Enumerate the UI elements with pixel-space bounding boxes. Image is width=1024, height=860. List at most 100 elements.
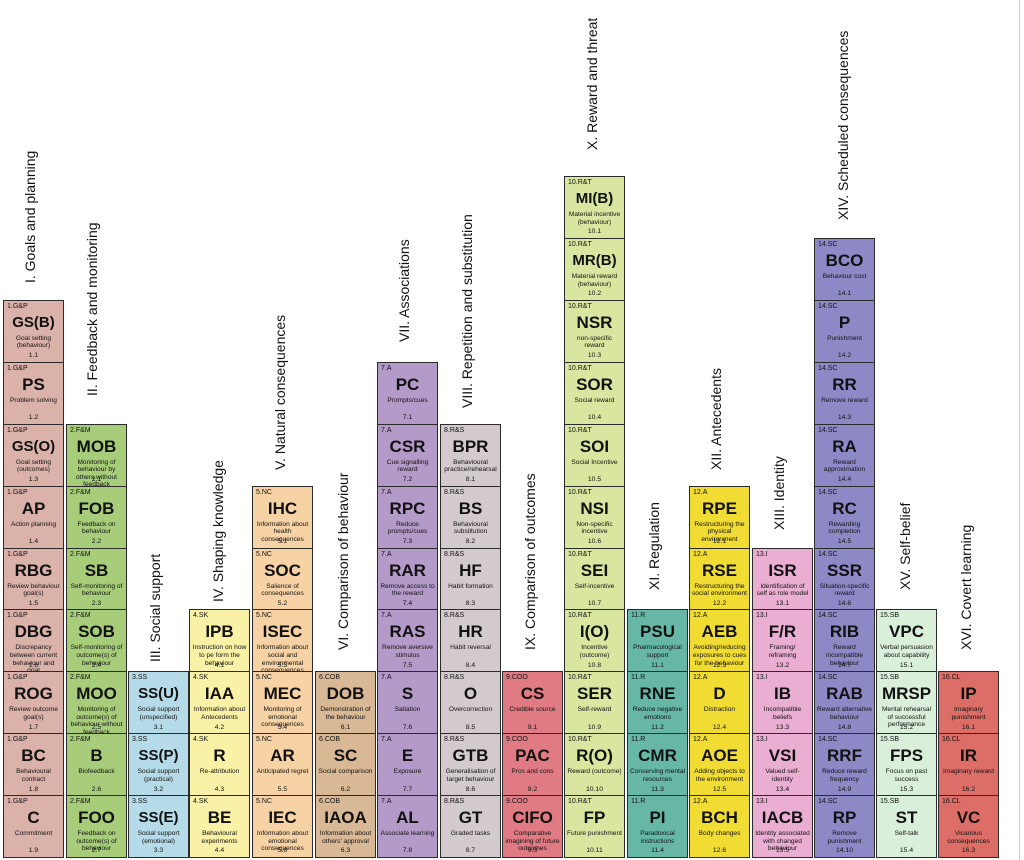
technique-cell[interactable]: 15.SB VPC Verbal persuasion about capabili… [876, 609, 937, 673]
technique-cell[interactable]: 14.SC RAB Reward alternative behaviour 14.8 [814, 671, 875, 735]
technique-cell[interactable]: 12.A D Distraction 12.4 [689, 671, 750, 735]
technique-cell[interactable]: 6.COB SC Social comparison 6.2 [315, 733, 376, 797]
technique-cell[interactable]: 14.SC P Punishment 14.2 [814, 299, 875, 364]
technique-cell[interactable]: 8.R&S BS Behavioural substitution 8.2 [440, 485, 501, 549]
technique-cell[interactable]: 14.SC RR Remove reward 14.3 [814, 361, 875, 426]
technique-cell[interactable]: 15.SB FPS Focus on past success 15.3 [876, 733, 937, 797]
technique-cell[interactable]: 5.NC ISEC Information about social and env… [252, 609, 313, 673]
technique-description: Valued self-identity [765, 768, 800, 783]
technique-cell[interactable]: 2.F&M MOB Monitoring of behaviour by other… [66, 423, 127, 488]
technique-cell[interactable]: 14.SC SSR Situation-specific reward 14.6 [814, 547, 875, 611]
technique-cell[interactable]: 10.R&T FP Future punishment 10.11 [564, 795, 625, 859]
technique-cell[interactable]: 13.I IB Incompatible beliefs 13.3 [752, 671, 813, 735]
technique-cell[interactable]: 4.SK R Re-attribution 4.3 [189, 733, 250, 797]
technique-cell[interactable]: 2.F&M B Biofeedback 2.6 [66, 733, 127, 797]
technique-cell[interactable]: 7.A PC Prompts/cues 7.1 [377, 361, 438, 426]
technique-cell[interactable]: 7.A CSR Cue signalling reward 7.2 [377, 423, 438, 488]
technique-cell[interactable]: 3.SS SS(P) Social support (practical) 3.2 [128, 733, 189, 797]
technique-cell[interactable]: 10.R&T NSR non-specific reward 10.3 [564, 299, 625, 364]
technique-cell[interactable]: 2.F&M FOO Feedback on outcome(s) of behavi… [66, 795, 127, 859]
technique-cell[interactable]: 2.F&M SOB Self-monitoring of outcome(s) of… [66, 609, 127, 673]
technique-cell[interactable]: 5.NC AR Anticipated regret 5.5 [252, 733, 313, 797]
technique-cell[interactable]: 2.F&M SB Self-monitoring of behaviour 2.3 [66, 547, 127, 611]
technique-cell[interactable]: 16.CL IR Imaginary reward 16.2 [938, 733, 999, 797]
technique-abbreviation: IAA [204, 684, 235, 704]
technique-cell[interactable]: 12.A AEB Avoiding/reducing exposures to cu… [689, 609, 750, 673]
technique-cell[interactable]: 13.I F/R Framing/ reframing 13.2 [752, 609, 813, 673]
technique-cell[interactable]: 7.A RAS Remove aversive stimulus 7.5 [377, 609, 438, 673]
technique-cell[interactable]: 4.SK IPB Instruction on how to pe form the… [189, 609, 250, 673]
technique-cell[interactable]: 14.SC RRF Reduce reward frequency 14.9 [814, 733, 875, 797]
technique-number: 3.1 [153, 723, 164, 731]
technique-cell[interactable]: 8.R&S GT Graded tasks 8.7 [440, 795, 501, 859]
technique-cell[interactable]: 8.R&S HR Habit reversal 8.4 [440, 609, 501, 673]
technique-cell[interactable]: 14.SC BCO Behaviour cost 14.1 [814, 238, 875, 302]
technique-cell[interactable]: 8.R&S GTB Generalisation of target behavio… [440, 733, 501, 797]
technique-cell[interactable]: 10.R&T SEI Self-incentive 10.7 [564, 547, 625, 611]
technique-cell[interactable]: 9.COO CIFO Comparative imagining of future… [502, 795, 563, 859]
technique-cell[interactable]: 5.NC IHC Information about health conseque… [252, 485, 313, 549]
technique-cell[interactable]: 16.CL VC Vicarious consequences 16.3 [938, 795, 999, 859]
technique-cell[interactable]: 11.R PSU Pharmacological support 11.1 [627, 609, 688, 673]
technique-cell[interactable]: 1.G&P PS Problem solving 1.2 [3, 361, 64, 426]
technique-cell[interactable]: 6.COB DOB Demonstration of the behaviour 6.… [315, 671, 376, 735]
technique-cell[interactable]: 9.COO CS Credible source 9.1 [502, 671, 563, 735]
technique-cell[interactable]: 7.A E Exposure 7.7 [377, 733, 438, 797]
technique-cell[interactable]: 13.I ISR Identification of self as role mo… [752, 547, 813, 611]
technique-cell[interactable]: 12.A BCH Body changes 12.6 [689, 795, 750, 859]
technique-cell[interactable]: 10.R&T MR(B) Material reward (behaviour) 10… [564, 238, 625, 302]
technique-cell[interactable]: 7.A RAR Remove access to the reward 7.4 [377, 547, 438, 611]
technique-cell[interactable]: 5.NC SOC Salience of consequences 5.2 [252, 547, 313, 611]
technique-cell[interactable]: 7.A AL Associate learning 7.8 [377, 795, 438, 859]
technique-cell[interactable]: 1.G&P RBG Review behaviour goal(s) 1.5 [3, 547, 64, 611]
technique-cell[interactable]: 1.G&P C Commitment 1.9 [3, 795, 64, 859]
technique-cell[interactable]: 7.A RPC Reduce prompts/cues 7.3 [377, 485, 438, 549]
technique-description: Behaviour cost [822, 273, 867, 280]
technique-cell[interactable]: 4.SK BE Behavioural experiments 4.4 [189, 795, 250, 859]
technique-cell[interactable]: 11.R CMR Conserving mental resources 11.3 [627, 733, 688, 797]
technique-cell[interactable]: 6.COB IAOA Information about others' appro… [315, 795, 376, 859]
technique-cell[interactable]: 14.SC RP Remove punishment 14.10 [814, 795, 875, 859]
technique-cell[interactable]: 9.COO PAC Pros and cons 9.2 [502, 733, 563, 797]
technique-cell[interactable]: 2.F&M FOB Feedback on behaviour 2.2 [66, 485, 127, 549]
technique-cell[interactable]: 5.NC IEC Information about emotional conse… [252, 795, 313, 859]
technique-cell[interactable]: 10.R&T SER Self-reward 10.9 [564, 671, 625, 735]
technique-cell[interactable]: 10.R&T NSI Non-specific incentive 10.6 [564, 485, 625, 549]
technique-cell[interactable]: 5.NC MEC Monitoring of emotional consequen… [252, 671, 313, 735]
technique-cell[interactable]: 8.R&S O Overcorrection 8.5 [440, 671, 501, 735]
technique-cell[interactable]: 13.I VSI Valued self-identity 13.4 [752, 733, 813, 797]
technique-cell[interactable]: 4.SK IAA Information about Antecedents 4.2 [189, 671, 250, 735]
technique-abbreviation: BE [207, 808, 232, 828]
technique-cell[interactable]: 10.R&T R(O) Reward (outcome) 10.10 [564, 733, 625, 797]
technique-code: 3.SS [132, 736, 148, 744]
technique-cell[interactable]: 14.SC RA Reward approximation 14.4 [814, 423, 875, 488]
technique-cell[interactable]: 1.G&P GS(B) Goal setting (behaviour) 1.1 [3, 299, 64, 364]
technique-cell[interactable]: 15.SB MRSP Mental rehearsal of successful … [876, 671, 937, 735]
technique-cell[interactable]: 15.SB ST Self-talk 15.4 [876, 795, 937, 859]
technique-cell[interactable]: 1.G&P DBG Discrepancy between current beha… [3, 609, 64, 673]
technique-cell[interactable]: 8.R&S BPR Behavioural practice/rehearsal 8.… [440, 423, 501, 488]
technique-cell[interactable]: 7.A S Satiation 7.6 [377, 671, 438, 735]
technique-cell[interactable]: 10.R&T MI(B) Material incentive (behaviour… [564, 176, 625, 240]
technique-cell[interactable]: 1.G&P BC Behavioural contract 1.8 [3, 733, 64, 797]
technique-cell[interactable]: 3.SS SS(E) Social support (emotional) 3.3 [128, 795, 189, 859]
technique-cell[interactable]: 14.SC RIB Reward incompatible behaviour 14.… [814, 609, 875, 673]
technique-cell[interactable]: 8.R&S HF Habit formation 8.3 [440, 547, 501, 611]
technique-cell[interactable]: 3.SS SS(U) Social support (unspecified) 3.1 [128, 671, 189, 735]
technique-cell[interactable]: 1.G&P ROG Review outcome goal(s) 1.7 [3, 671, 64, 735]
technique-cell[interactable]: 14.SC RC Rewarding completion 14.5 [814, 485, 875, 549]
technique-cell[interactable]: 2.F&M MOO Monitoring of outcome(s) of beha… [66, 671, 127, 735]
technique-cell[interactable]: 11.R PI Paradoxical instructions 11.4 [627, 795, 688, 859]
technique-cell[interactable]: 1.G&P AP Action planning 1.4 [3, 485, 64, 549]
technique-cell[interactable]: 1.G&P GS(O) Goal setting (outcomes) 1.3 [3, 423, 64, 488]
technique-cell[interactable]: 12.A RSE Restructuring the social environm… [689, 547, 750, 611]
technique-cell[interactable]: 16.CL IP Imaginary punishment 16.1 [938, 671, 999, 735]
technique-cell[interactable]: 12.A RPE Restructuring the physical enviro… [689, 485, 750, 549]
technique-cell[interactable]: 10.R&T SOR Social reward 10.4 [564, 361, 625, 426]
technique-cell[interactable]: 10.R&T I(O) Incentive (outcome) 10.8 [564, 609, 625, 673]
technique-cell[interactable]: 12.A AOE Adding objects to the environment… [689, 733, 750, 797]
technique-cell[interactable]: 11.R RNE Reduce negative emotions 11.2 [627, 671, 688, 735]
technique-cell[interactable]: 10.R&T SOI Social Incentive 10.5 [564, 423, 625, 488]
technique-cell[interactable]: 13.I IACB Identity associated with changed… [752, 795, 813, 859]
technique-number: 1.5 [28, 599, 39, 607]
